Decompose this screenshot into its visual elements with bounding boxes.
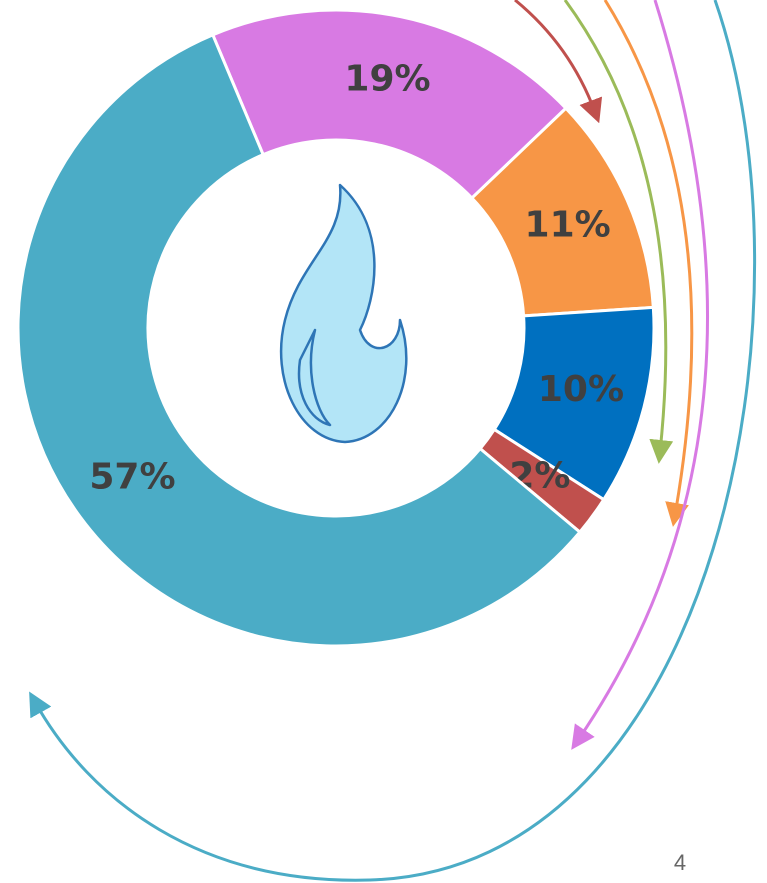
arrow [29, 0, 757, 882]
donut: 19%11%10%2%57% [16, 8, 656, 648]
arrow [563, 0, 674, 464]
data-label: 11% [525, 204, 611, 245]
arrow [571, 0, 709, 750]
arrows [29, 0, 757, 882]
data-label: 10% [538, 369, 624, 410]
donut-segment [16, 32, 582, 648]
donut-segment [210, 8, 568, 201]
flame-icon [279, 183, 408, 444]
page-number: 4 [674, 850, 686, 875]
data-label: 19% [344, 58, 430, 99]
arrow [514, 0, 603, 124]
data-label: 57% [89, 456, 175, 497]
arrow [603, 0, 694, 527]
